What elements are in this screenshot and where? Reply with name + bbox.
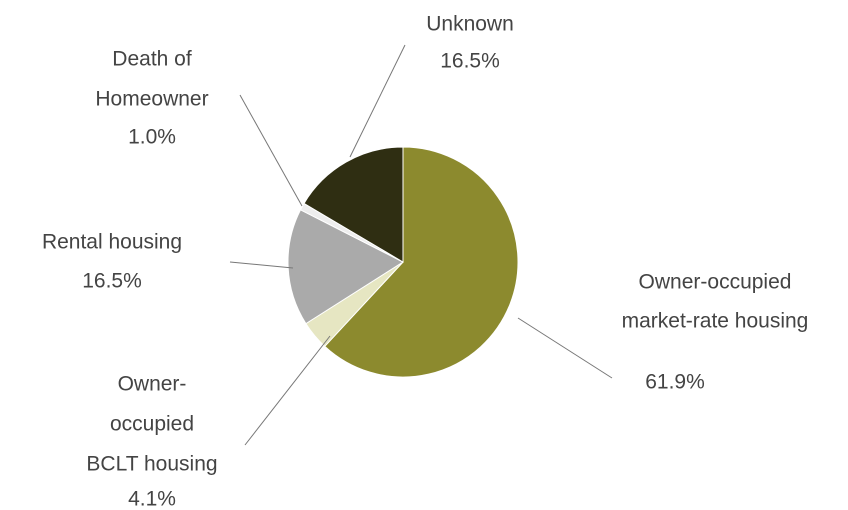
slice-label: Homeowner bbox=[95, 88, 208, 111]
slice-label: Unknown bbox=[426, 13, 514, 36]
slice-label: market-rate housing bbox=[622, 310, 809, 333]
leader-line bbox=[229, 261, 294, 269]
pie-slice bbox=[303, 146, 404, 263]
slice-label: Owner-occupied bbox=[639, 271, 792, 294]
value-label: 4.1% bbox=[128, 488, 176, 510]
slice-label: occupied bbox=[110, 413, 194, 436]
leader-line bbox=[239, 94, 303, 207]
slice-label: Death of bbox=[112, 48, 192, 71]
slice-label: BCLT housing bbox=[86, 453, 217, 476]
slice-label: Owner- bbox=[118, 373, 187, 396]
value-label: 16.5% bbox=[82, 270, 142, 293]
pie-slice bbox=[324, 146, 519, 378]
value-label: 61.9% bbox=[645, 371, 705, 394]
value-label: 16.5% bbox=[440, 50, 500, 73]
value-label: 1.0% bbox=[128, 126, 176, 149]
leader-line bbox=[517, 317, 613, 379]
leader-line bbox=[349, 44, 406, 158]
slice-label: Rental housing bbox=[42, 231, 182, 254]
leader-line bbox=[244, 335, 331, 446]
